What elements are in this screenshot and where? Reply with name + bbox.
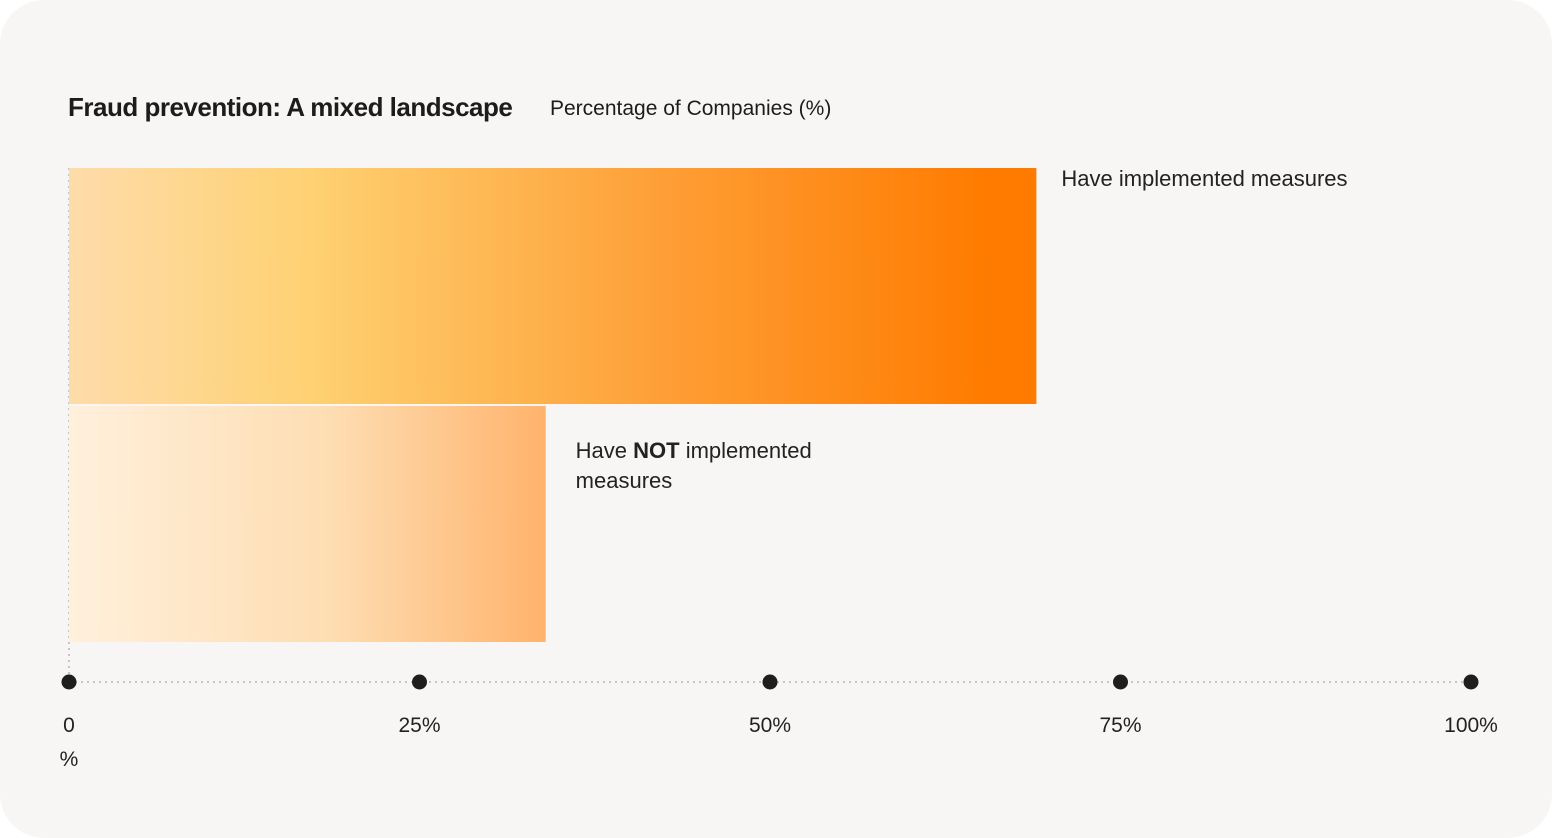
x-tick-marker <box>1113 674 1128 690</box>
x-tick-label: 0% <box>60 714 79 771</box>
bar-implemented <box>69 168 1037 404</box>
bar-not-implemented <box>69 406 546 642</box>
x-tick-marker <box>1463 674 1479 690</box>
x-tick-label: 75% <box>1099 714 1141 737</box>
bar-label-not-implemented: Have NOT implemented measures <box>576 438 812 493</box>
x-tick-label: 25% <box>398 714 440 737</box>
x-tick-label: 100% <box>1444 714 1498 737</box>
x-tick-marker <box>412 674 427 690</box>
x-tick-label: 50% <box>749 714 791 737</box>
chart-subtitle: Percentage of Companies (%) <box>550 97 832 120</box>
bar-label-implemented: Have implemented measures <box>1061 166 1347 191</box>
x-tick-marker <box>61 674 77 690</box>
x-tick-marker <box>762 674 778 690</box>
chart-title: Fraud prevention: A mixed landscape <box>68 92 513 122</box>
